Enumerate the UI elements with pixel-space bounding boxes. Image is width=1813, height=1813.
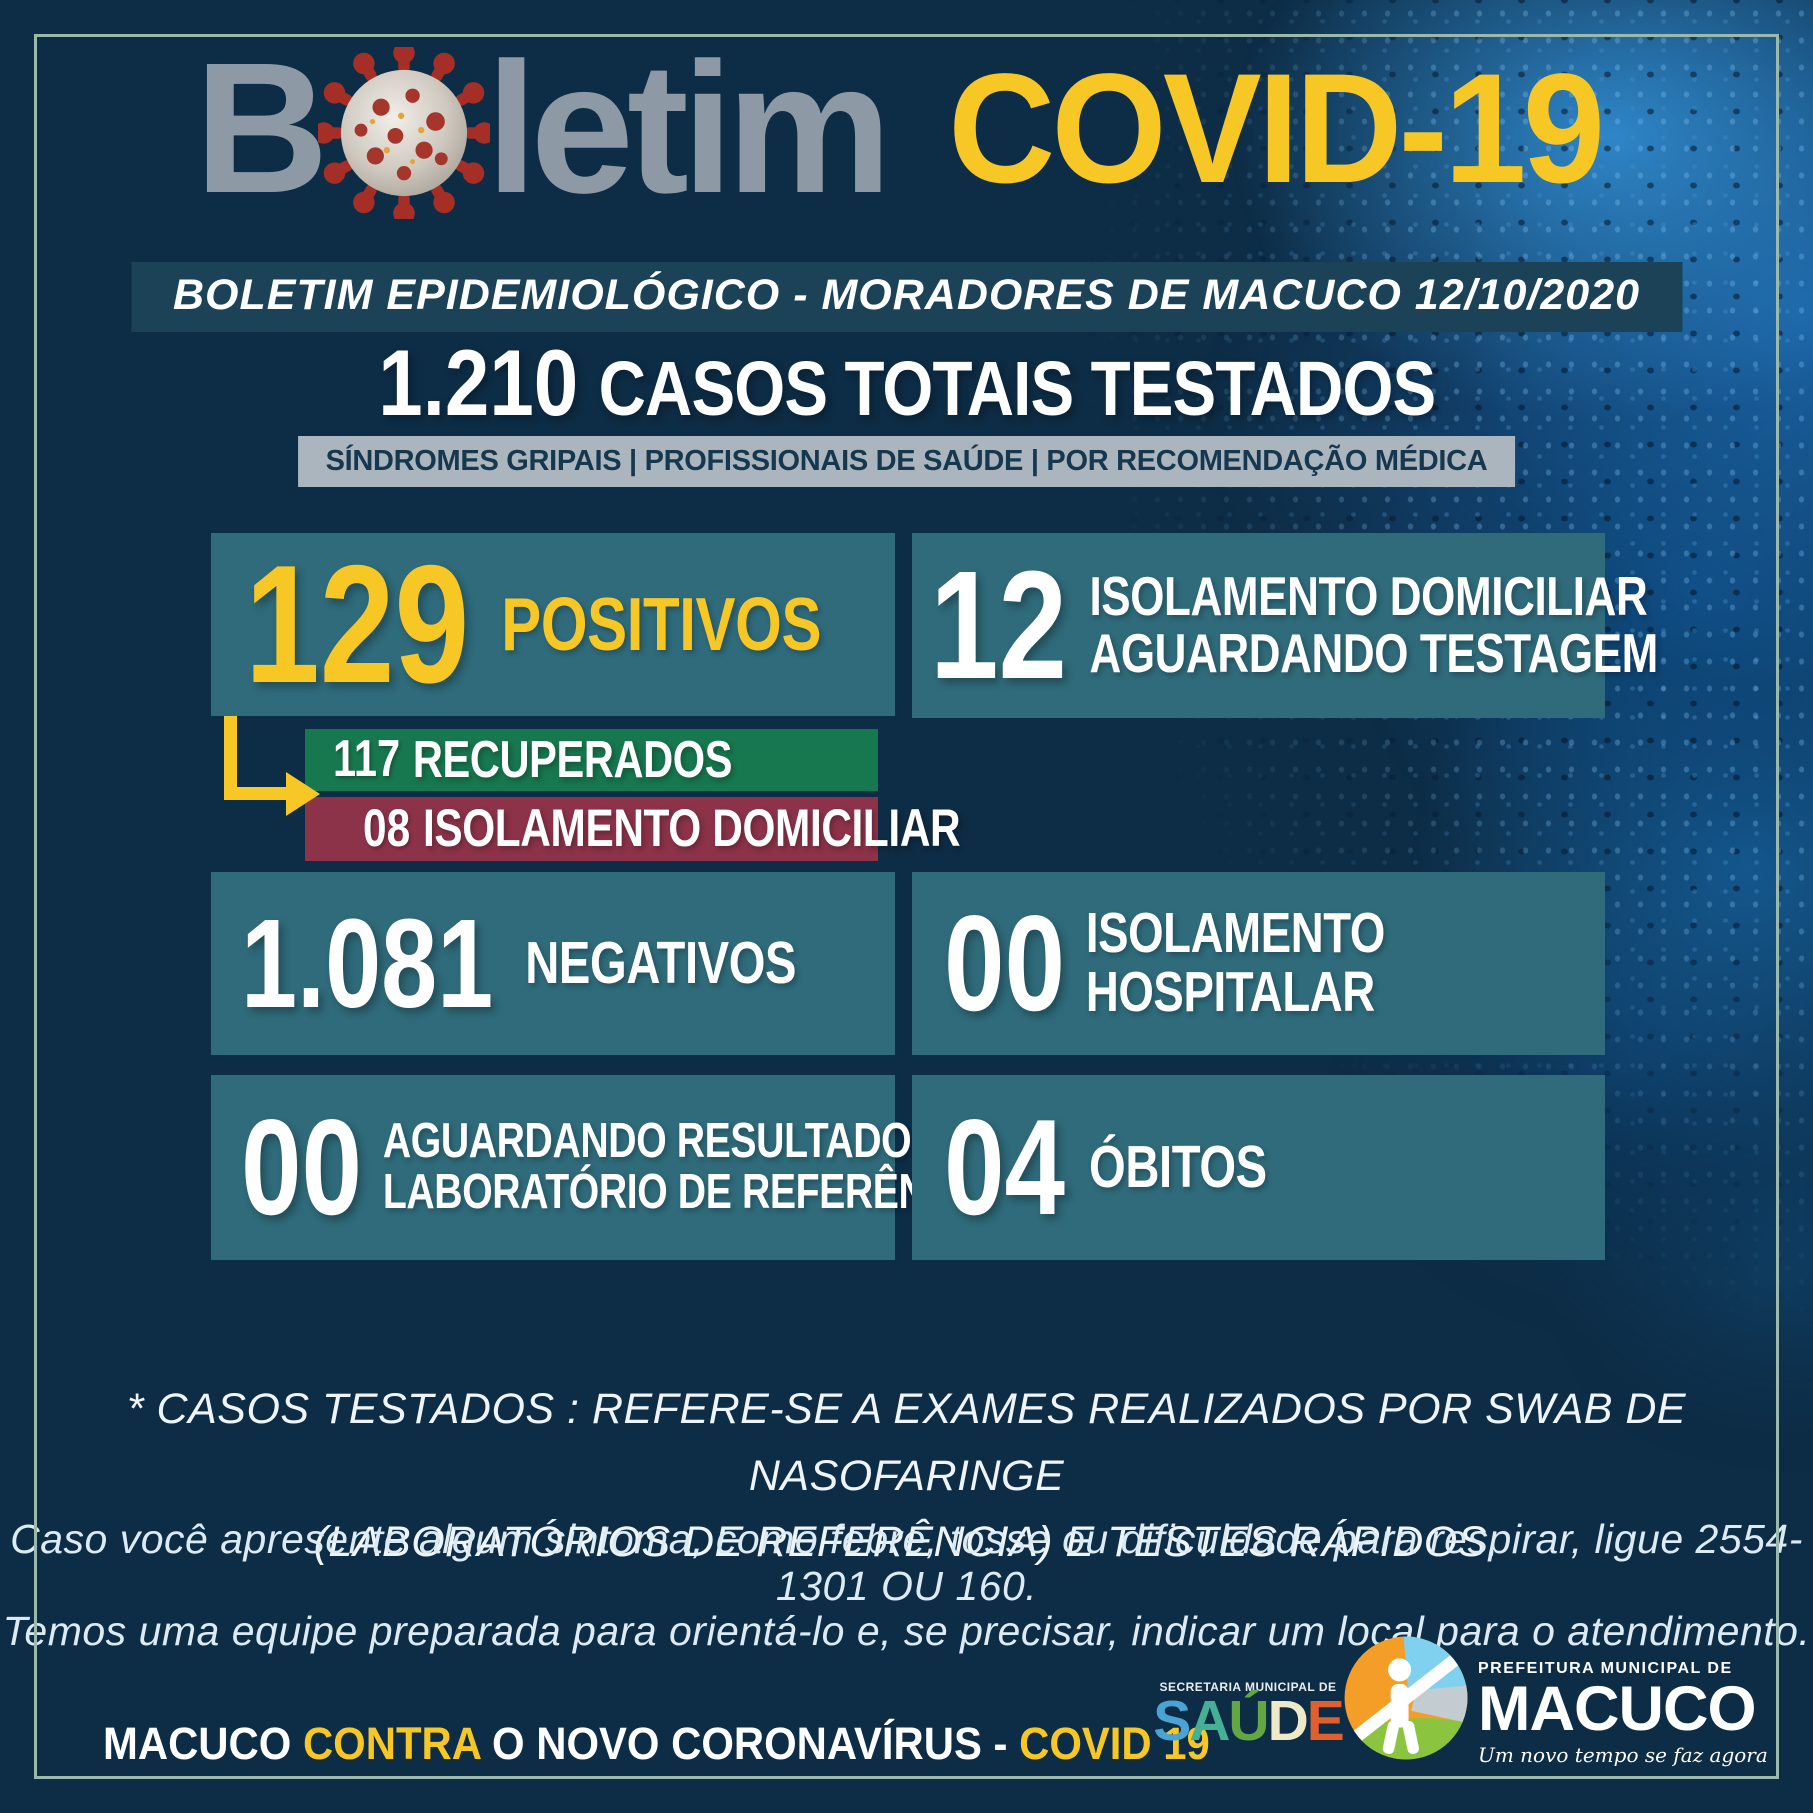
note-casos-testados-line1: * CASOS TESTADOS : REFERE-SE A EXAMES RE… bbox=[126, 1385, 1687, 1500]
obitos-label: ÓBITOS bbox=[1089, 1133, 1267, 1200]
saude-logo-small-text: SECRETARIA MUNICIPAL DE bbox=[1159, 1680, 1337, 1694]
note-equipe: Temos uma equipe preparada para orientá-… bbox=[2, 1608, 1811, 1654]
bar-isolamento-domiciliar: 08 ISOLAMENTO DOMICILIAR bbox=[305, 797, 961, 861]
positivos-value: 129 bbox=[245, 530, 470, 719]
negativos-value: 1.081 bbox=[241, 892, 494, 1034]
footer-coronavirus: O NOVO CORONAVÍRUS - bbox=[492, 1718, 1008, 1769]
macuco-logo-tagline: Um novo tempo se faz agora bbox=[1478, 1743, 1768, 1767]
aguardando-testagem-label-line2: AGUARDANDO TESTAGEM bbox=[1089, 622, 1658, 685]
bar-recuperados: 117 RECUPERADOS bbox=[305, 729, 878, 791]
footer-macuco: MACUCO bbox=[103, 1718, 292, 1769]
subtitle-bar: BOLETIM EPIDEMIOLÓGICO - MORADORES DE MA… bbox=[130, 262, 1683, 332]
footer-contra: CONTRA bbox=[302, 1718, 481, 1769]
note-sintomas: Caso você apresente algum sintoma, como … bbox=[10, 1516, 1803, 1609]
saude-logo-wordmark: SAÚDE bbox=[1148, 1693, 1348, 1750]
subtitle-text: BOLETIM EPIDEMIOLÓGICO - MORADORES DE MA… bbox=[172, 271, 1641, 319]
coronavirus-photo-texture bbox=[893, 0, 1813, 1520]
positivos-label: POSITIVOS bbox=[501, 582, 822, 667]
card-negativos: 1.081 NEGATIVOS bbox=[211, 872, 895, 1055]
recuperados-value: 117 bbox=[333, 730, 401, 789]
isolamento-domiciliar-value: 08 bbox=[363, 798, 411, 858]
aguardando-resultado-label-line1: AGUARDANDO RESULTADO DO bbox=[382, 1114, 980, 1169]
saude-logo: SECRETARIA MUNICIPAL DE SAÚDE bbox=[1148, 1680, 1348, 1750]
coronavirus-icon bbox=[317, 47, 490, 219]
total-cases-label: CASOS TOTAIS TESTADOS bbox=[598, 346, 1436, 432]
saude-letter-u: Ú bbox=[1228, 1689, 1269, 1753]
isolamento-hospitalar-label-line2: HOSPITALAR bbox=[1085, 960, 1375, 1025]
card-isolamento-hospitalar: 00 ISOLAMENTO HOSPITALAR bbox=[912, 872, 1605, 1055]
arrow-horizontal-segment bbox=[224, 787, 286, 800]
saude-letter-s: S bbox=[1153, 1689, 1191, 1753]
obitos-value: 04 bbox=[944, 1090, 1066, 1243]
brand-letter-b: B bbox=[194, 25, 329, 232]
brand-letters-rest: letim bbox=[485, 25, 892, 232]
total-cases: 1.210 CASOS TOTAIS TESTADOS bbox=[0, 336, 1813, 430]
total-cases-value: 1.210 bbox=[377, 330, 578, 435]
macuco-emblem-icon bbox=[1344, 1636, 1468, 1760]
page-title: B bbox=[0, 36, 1813, 222]
aguardando-testagem-label-line1: ISOLAMENTO DOMICILIAR bbox=[1089, 564, 1648, 627]
arrow-head bbox=[286, 772, 320, 816]
macuco-logo: PREFEITURA MUNICIPAL DE MACUCO Um novo t… bbox=[1342, 1634, 1768, 1767]
card-obitos: 04 ÓBITOS bbox=[912, 1075, 1605, 1260]
footer-slogan: MACUCO CONTRA O NOVO CORONAVÍRUS - COVID… bbox=[103, 1718, 1210, 1770]
note-casos-testados-line2: (LABORATÓRIOS DE REFERÊNCIA) E TESTES RÁ… bbox=[313, 1518, 1500, 1567]
macuco-logo-small-text: PREFEITURA MUNICIPAL DE bbox=[1478, 1660, 1733, 1677]
aguardando-resultado-label-line2: LABORATÓRIO DE REFERÊNCIA bbox=[382, 1165, 993, 1220]
saude-letter-e: E bbox=[1306, 1689, 1345, 1753]
saude-letter-a: A bbox=[1189, 1689, 1230, 1753]
negativos-label: NEGATIVOS bbox=[525, 929, 797, 996]
recuperados-label: RECUPERADOS bbox=[412, 730, 733, 789]
aguardando-resultado-value: 00 bbox=[241, 1090, 363, 1243]
isolamento-hospitalar-value: 00 bbox=[944, 886, 1066, 1039]
covid-title: COVID-19 bbox=[948, 42, 1605, 216]
test-sources-bar: SÍNDROMES GRIPAIS | PROFISSIONAIS DE SAÚ… bbox=[297, 436, 1516, 487]
isolamento-hospitalar-label-line1: ISOLAMENTO bbox=[1085, 900, 1386, 965]
arrow-vertical-segment bbox=[224, 716, 237, 800]
macuco-logo-name: MACUCO bbox=[1478, 1674, 1756, 1744]
card-aguardando-resultado: 00 AGUARDANDO RESULTADO DO LABORATÓRIO D… bbox=[211, 1075, 993, 1260]
footer-covid19: COVID 19 bbox=[1019, 1718, 1210, 1769]
aguardando-testagem-value: 12 bbox=[930, 538, 1068, 711]
card-aguardando-testagem: 12 ISOLAMENTO DOMICILIAR AGUARDANDO TEST… bbox=[912, 533, 1658, 718]
saude-letter-d: D bbox=[1267, 1689, 1309, 1753]
isolamento-domiciliar-label: ISOLAMENTO DOMICILIAR bbox=[422, 799, 961, 859]
card-positivos: 129 POSITIVOS bbox=[211, 533, 895, 716]
note-casos-testados: * CASOS TESTADOS : REFERE-SE A EXAMES RE… bbox=[0, 1376, 1813, 1576]
